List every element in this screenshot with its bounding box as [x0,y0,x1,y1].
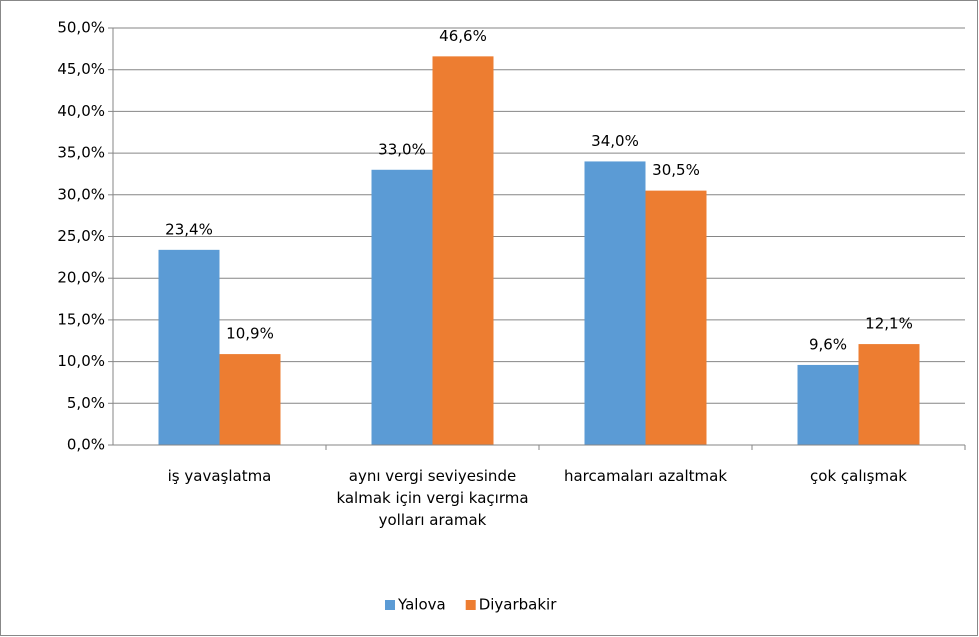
y-tick-label: 25,0% [57,227,105,245]
bar [219,354,281,445]
data-label: 34,0% [591,132,639,150]
x-tick-label: iş yavaşlatma [167,467,272,485]
data-label: 9,6% [809,335,847,353]
y-tick-label: 40,0% [57,102,105,120]
data-label: 33,0% [378,140,426,158]
y-tick-label: 45,0% [57,60,105,78]
data-label: 46,6% [439,27,487,45]
bar [371,169,433,445]
x-tick-label: çok çalışmak [810,467,907,485]
data-label: 23,4% [165,220,213,238]
bar [158,249,220,445]
bar [584,161,646,445]
y-tick-label: 10,0% [57,352,105,370]
bar [858,344,920,445]
legend-label: Diyarbakir [479,596,558,614]
x-tick-label: harcamaları azaltmak [563,467,728,485]
y-tick-label: 5,0% [67,394,105,412]
data-label: 12,1% [865,315,913,333]
bar [797,364,859,445]
data-label: 10,9% [226,325,274,343]
y-tick-label: 0,0% [67,436,105,454]
bar [645,190,707,445]
y-tick-label: 15,0% [57,310,105,328]
y-tick-label: 35,0% [57,144,105,162]
bar [432,56,494,446]
y-tick-label: 50,0% [57,19,105,37]
y-tick-label: 30,0% [57,185,105,203]
legend-swatch [465,600,476,610]
data-label: 30,5% [652,161,700,179]
y-tick-label: 20,0% [57,269,105,287]
x-tick-label: aynı vergi seviyesinde kalmak için vergi… [336,467,529,529]
legend-swatch [385,600,395,610]
legend-label: Yalova [397,596,446,614]
